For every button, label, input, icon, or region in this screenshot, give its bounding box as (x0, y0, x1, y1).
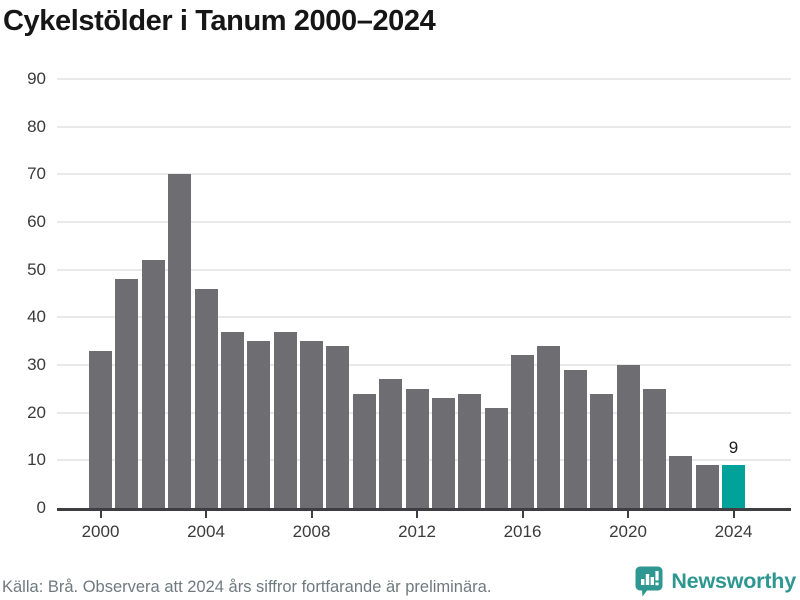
bar-2001 (115, 279, 139, 508)
gridline-y-70 (57, 173, 791, 176)
y-tick-label-70: 70 (27, 164, 46, 184)
bar-2003 (168, 174, 192, 508)
newsworthy-logo-text: Newsworthy (671, 569, 796, 593)
y-tick-label-40: 40 (27, 307, 46, 327)
bars-container: 9 (57, 79, 791, 508)
gridline-y-30 (57, 364, 791, 366)
bar-2007 (273, 331, 297, 508)
bar-2019 (590, 393, 614, 508)
gridline-y-40 (57, 316, 791, 319)
y-tick-label-20: 20 (27, 402, 46, 422)
x-tick-2024 (732, 511, 735, 518)
chart-title: Cykelstölder i Tanum 2000–2024 (3, 5, 436, 37)
bar-2004 (194, 288, 218, 508)
y-tick-label-80: 80 (27, 116, 46, 136)
gridline-y-60 (57, 221, 791, 223)
plot-area: 9 (57, 78, 791, 508)
x-tick-2012 (416, 511, 418, 518)
bar-2015 (484, 407, 508, 508)
x-tick-2016 (521, 511, 524, 518)
bar-2018 (563, 369, 587, 508)
bar-2012 (405, 388, 429, 508)
newsworthy-bar-chart-bubble-icon (635, 566, 663, 597)
bar-2000 (89, 350, 112, 508)
gridline-y-80 (57, 125, 791, 128)
gridline-y-50 (57, 268, 791, 271)
bar-2009 (326, 345, 350, 508)
x-axis-baseline (57, 508, 791, 511)
x-tick-label-2000: 2000 (81, 522, 120, 541)
bar-2016 (511, 355, 534, 508)
y-axis: 0 10 20 30 40 50 60 70 80 90 (0, 69, 46, 519)
bar-2013 (431, 398, 455, 508)
y-tick-label-60: 60 (27, 212, 46, 231)
bar-2002 (141, 260, 165, 508)
newsworthy-logo: Newsworthy (635, 566, 796, 597)
x-tick-label-2020: 2020 (609, 522, 647, 541)
y-tick-label-10: 10 (27, 450, 46, 470)
bar-2005 (220, 331, 244, 508)
gridline-y-90 (57, 78, 791, 80)
x-tick-2004 (205, 511, 207, 518)
bar-2010 (352, 393, 376, 508)
y-tick-label-90: 90 (27, 69, 46, 88)
x-tick-label-2004: 2004 (187, 522, 225, 541)
bar-2008 (300, 341, 323, 508)
bar-2022 (669, 455, 693, 508)
x-tick-label-2016: 2016 (503, 522, 542, 541)
y-tick-label-0: 0 (36, 498, 46, 517)
bar-value-label-2024: 9 (728, 438, 739, 458)
x-tick-label-2008: 2008 (292, 522, 331, 541)
x-tick-2020 (627, 511, 629, 518)
x-tick-label-2012: 2012 (398, 522, 436, 541)
x-tick-label-2024: 2024 (714, 522, 753, 541)
bar-2023 (695, 465, 719, 508)
x-axis: 2000 2004 2008 2012 2016 2020 2024 (57, 511, 791, 551)
bar-2011 (379, 379, 403, 508)
bar-2014 (458, 393, 482, 508)
bar-2024 (722, 465, 745, 508)
bar-2017 (537, 345, 561, 508)
y-tick-label-30: 30 (27, 355, 46, 374)
x-tick-2000 (99, 511, 102, 518)
y-tick-label-50: 50 (27, 259, 46, 279)
x-tick-2008 (310, 511, 313, 518)
bar-2021 (642, 388, 666, 508)
bar-2020 (616, 365, 640, 508)
source-caption: Källa: Brå. Observera att 2024 års siffr… (2, 578, 492, 596)
bar-2006 (247, 341, 271, 508)
